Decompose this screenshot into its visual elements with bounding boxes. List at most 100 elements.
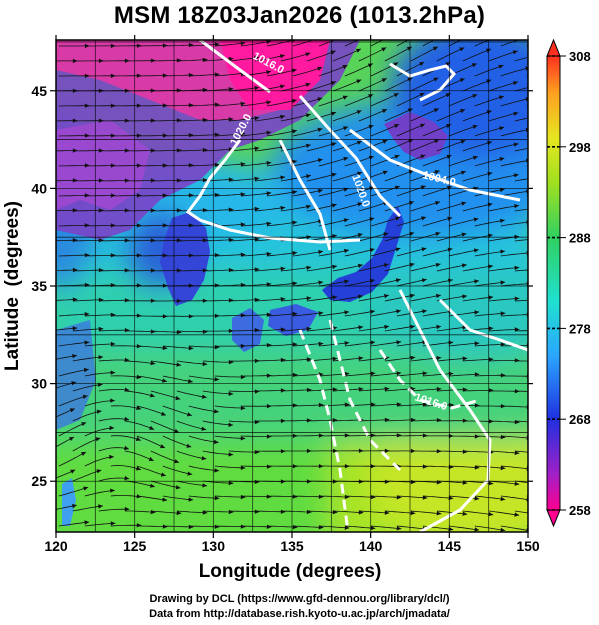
streamline	[332, 140, 362, 152]
streamline-arrowhead	[500, 311, 506, 316]
streamline-arrowhead	[201, 394, 207, 399]
streamline	[410, 263, 441, 272]
streamline-arrowhead	[422, 371, 428, 376]
streamline	[136, 135, 168, 137]
streamline	[98, 239, 130, 242]
streamline	[98, 269, 130, 272]
streamline	[110, 524, 142, 527]
streamline	[384, 170, 414, 182]
streamline	[136, 195, 168, 197]
streamline	[280, 266, 312, 272]
streamline-arrowhead	[175, 395, 181, 401]
streamline	[162, 224, 194, 227]
streamline	[436, 510, 468, 515]
streamline-arrowhead	[266, 100, 272, 105]
streamline	[98, 447, 129, 452]
streamline-arrowhead	[500, 465, 506, 471]
credit-line-dcl: Drawing by DCL (https://www.gfd-dennou.o…	[149, 593, 450, 605]
streamline	[110, 435, 141, 441]
streamline	[436, 357, 468, 362]
streamline-arrowhead	[318, 250, 323, 255]
streamline	[240, 101, 272, 107]
streamline-arrowhead	[291, 98, 297, 104]
streamline	[162, 164, 194, 167]
streamline	[436, 264, 467, 272]
streamline	[396, 247, 427, 257]
streamline-arrowhead	[124, 238, 130, 243]
streamline	[462, 265, 494, 272]
streamline-arrowhead	[471, 63, 477, 68]
streamline-arrowhead	[292, 220, 298, 225]
streamline	[488, 81, 519, 92]
streamline	[514, 269, 528, 272]
streamline	[98, 389, 130, 392]
streamline-arrowhead	[240, 405, 246, 411]
streamline-arrowhead	[279, 54, 285, 59]
streamline-arrowhead	[317, 158, 323, 163]
streamline	[280, 297, 312, 302]
streamline	[202, 360, 234, 363]
streamline	[124, 270, 156, 272]
streamline	[344, 124, 374, 137]
streamline-arrowhead	[540, 513, 545, 517]
streamline	[162, 525, 194, 528]
streamline-arrowhead	[317, 188, 323, 194]
streamline	[396, 435, 428, 437]
streamline-arrowhead	[355, 48, 361, 53]
streamline	[488, 298, 520, 302]
streamline	[56, 239, 78, 242]
streamline-arrowhead	[306, 296, 312, 301]
streamline	[56, 269, 78, 272]
streamline-arrowhead	[254, 146, 260, 151]
streamline	[202, 510, 234, 513]
streamline-arrowhead	[150, 483, 155, 488]
streamline	[422, 248, 453, 257]
streamline-arrowhead	[332, 264, 337, 269]
streamline-arrowhead	[382, 170, 388, 175]
x-tick-label: 150	[516, 538, 540, 554]
streamline	[228, 117, 260, 122]
x-tick-label: 125	[123, 538, 147, 554]
streamline-arrowhead	[201, 426, 207, 431]
streamline	[358, 201, 389, 212]
streamline	[514, 390, 528, 392]
streamline	[228, 238, 260, 242]
streamline	[254, 54, 285, 62]
streamline-arrowhead	[69, 408, 75, 413]
streamline-arrowhead	[174, 428, 180, 433]
streamline	[56, 298, 78, 301]
streamline	[474, 435, 506, 438]
streamline-arrowhead	[84, 193, 90, 198]
streamline	[72, 356, 104, 362]
streamline	[72, 150, 104, 152]
streamline-arrowhead	[149, 393, 155, 398]
streamline	[292, 343, 324, 347]
streamline-arrowhead	[317, 97, 323, 102]
streamline	[358, 510, 390, 514]
streamline-arrowhead	[462, 356, 468, 361]
streamline	[240, 314, 272, 317]
streamline	[344, 94, 374, 107]
streamline	[436, 47, 465, 62]
streamline	[136, 435, 166, 449]
streamline	[56, 436, 75, 448]
streamline-arrowhead	[150, 208, 156, 213]
streamline	[358, 47, 387, 62]
streamline-arrowhead	[383, 232, 389, 237]
streamline	[384, 263, 415, 272]
streamline	[410, 326, 442, 332]
streamline	[84, 427, 115, 437]
streamline-arrowhead	[280, 205, 286, 211]
streamline-arrowhead	[98, 504, 103, 509]
streamline	[202, 58, 234, 62]
streamline-arrowhead	[410, 510, 416, 516]
streamline-arrowhead	[434, 139, 440, 144]
streamline-arrowhead	[188, 346, 194, 351]
streamline-arrowhead	[292, 190, 298, 195]
streamline-arrowhead	[381, 47, 387, 52]
streamline-arrowhead	[280, 388, 286, 393]
streamline-arrowhead	[240, 162, 246, 167]
streamline-arrowhead	[306, 418, 312, 423]
streamline-arrowhead	[213, 439, 219, 445]
streamline	[72, 299, 104, 302]
